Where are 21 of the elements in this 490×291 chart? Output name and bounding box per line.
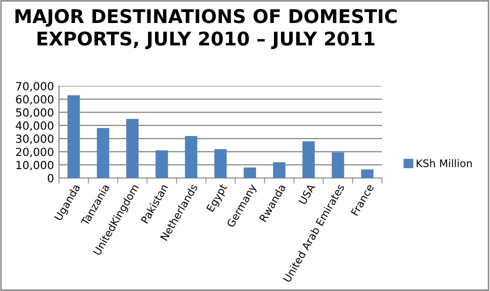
- bar: [332, 152, 344, 178]
- bar: [96, 128, 110, 178]
- bar: [126, 118, 139, 178]
- y-tick-label: 0: [48, 174, 54, 182]
- y-tick-label: 60,000: [16, 95, 54, 105]
- bar: [156, 150, 168, 178]
- bar: [273, 162, 286, 178]
- bar: [361, 169, 374, 178]
- bar: [184, 136, 198, 178]
- chart-title: MAJOR DESTINATIONS OF DOMESTIC EXPORTS, JULY 2010 – JULY 2011: [15, 9, 397, 50]
- bar: [302, 141, 315, 178]
- y-tick-label: 40,000: [16, 121, 54, 131]
- y-tick-label: 30,000: [16, 134, 54, 144]
- y-tick-label: 50,000: [16, 108, 54, 118]
- y-tick-label: 20,000: [16, 148, 54, 158]
- y-tick-label: 70,000: [16, 82, 54, 92]
- bar: [68, 95, 80, 178]
- y-tick-label: 10,000: [16, 160, 54, 170]
- bar: [244, 167, 256, 178]
- bar: [214, 149, 227, 178]
- legend-label: KSh Million: [416, 159, 472, 168]
